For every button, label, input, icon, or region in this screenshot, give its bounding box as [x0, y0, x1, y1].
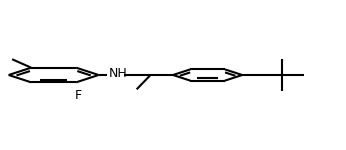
- Text: F: F: [74, 89, 81, 102]
- Text: NH: NH: [109, 67, 128, 80]
